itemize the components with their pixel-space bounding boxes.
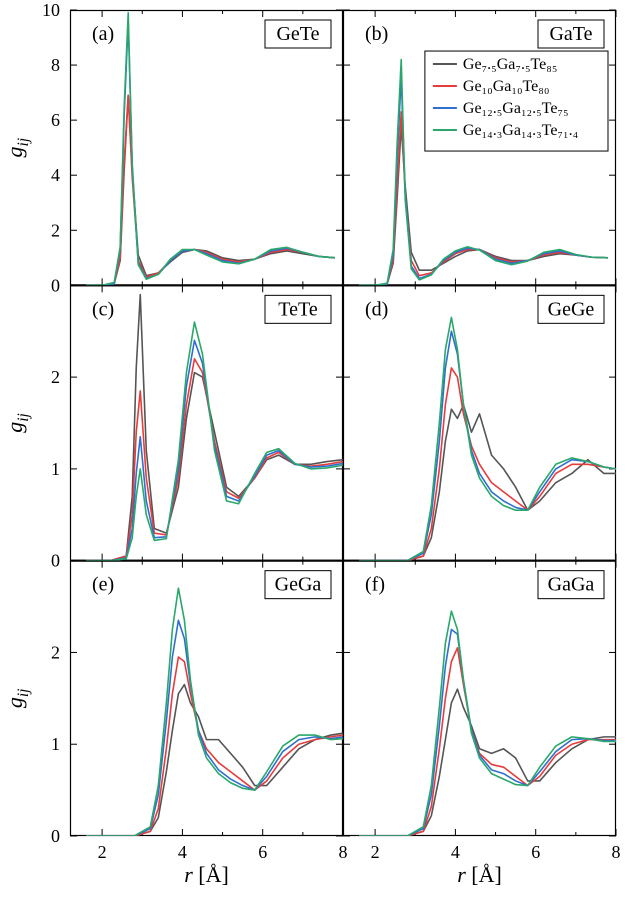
series-Ge7.5 [86, 295, 343, 561]
svg-text:0: 0 [51, 826, 60, 846]
panel-c: 0 1 2 TeTe (c) [51, 285, 343, 570]
svg-text:6: 6 [531, 842, 540, 862]
legend-entry-Ge14.3: Ge₁₄.₃Ga₁₄.₃Te₇₁.₄ [463, 122, 579, 139]
panel-a: 0 2 4 6 8 10 GeTe (a) [42, 0, 343, 295]
series-Ge7.5 [359, 405, 616, 561]
panel-label: (c) [92, 298, 114, 320]
svg-text:gij: gij [2, 689, 32, 709]
series-Ge7.5 [86, 685, 343, 836]
svg-text:2: 2 [51, 642, 60, 662]
panel-title: GaTe [549, 23, 592, 45]
panel-title: GeGa [275, 574, 322, 596]
svg-text:1: 1 [51, 734, 60, 754]
panel-title: GaGa [548, 574, 595, 596]
series-Ge14.3 [86, 588, 343, 836]
series-Ge10 [359, 368, 616, 561]
svg-text:4: 4 [451, 842, 460, 862]
svg-text:gij: gij [2, 413, 32, 433]
svg-text:4: 4 [178, 842, 187, 862]
svg-text:6: 6 [258, 842, 267, 862]
series-Ge12.5 [359, 331, 616, 560]
svg-text:0: 0 [51, 551, 60, 571]
svg-text:0: 0 [51, 275, 60, 295]
svg-text:1: 1 [51, 459, 60, 479]
legend-entry-Ge7.5: Ge₇.₅Ga₇.₅Te₈₅ [463, 56, 558, 73]
series-Ge12.5 [359, 629, 616, 836]
svg-text:2: 2 [98, 842, 107, 862]
panel-label: (b) [365, 23, 388, 45]
panel-label: (a) [92, 23, 114, 45]
panel-d: GeGe (d) [343, 285, 616, 560]
ylabel-row2: gij [2, 689, 32, 709]
panel-title: GeGe [548, 298, 595, 320]
panel-title: GeTe [276, 23, 319, 45]
xlabel-col1: r [Å] [457, 862, 502, 887]
svg-text:2: 2 [371, 842, 380, 862]
svg-text:10: 10 [42, 0, 60, 20]
legend-entry-Ge10: Ge₁₀Ga₁₀Te₈₀ [463, 78, 550, 95]
figure: 0246810GeTe(a)GaTe(b)012TeTe(c)GeGe(d)24… [0, 0, 634, 898]
panel-label: (f) [365, 574, 385, 596]
svg-text:2: 2 [51, 220, 60, 240]
series-Ge14.3 [359, 611, 616, 836]
svg-text:8: 8 [339, 842, 348, 862]
ylabel-row1: gij [2, 413, 32, 433]
ylabel-row0: gij [2, 138, 32, 158]
series-Ge10 [359, 648, 616, 836]
series-Ge7.5 [359, 689, 616, 836]
legend: Ge₇.₅Ga₇.₅Te₈₅ Ge₁₀Ga₁₀Te₈₀ Ge₁₂.₅Ga₁₂.₅Te… [425, 51, 608, 151]
panel-label: (e) [92, 574, 114, 596]
series-Ge12.5 [86, 620, 343, 836]
panel-f: 2 4 6 8 GaGa (f) [343, 561, 621, 862]
series-Ge14.3 [86, 13, 335, 286]
svg-text:8: 8 [51, 55, 60, 75]
svg-text:2: 2 [51, 367, 60, 387]
svg-text:6: 6 [51, 110, 60, 130]
legend-entry-Ge12.5: Ge₁₂.₅Ga₁₂.₅Te₇₅ [463, 100, 569, 117]
panel-label: (d) [365, 298, 388, 320]
panel-e: 2 4 6 8 0 1 2 GeGa (e) [51, 561, 348, 862]
xlabel-col0: r [Å] [184, 862, 229, 887]
svg-text:8: 8 [612, 842, 621, 862]
svg-text:4: 4 [51, 165, 60, 185]
series-Ge10 [86, 359, 343, 561]
svg-text:gij: gij [2, 138, 32, 158]
panel-title: TeTe [278, 298, 318, 320]
